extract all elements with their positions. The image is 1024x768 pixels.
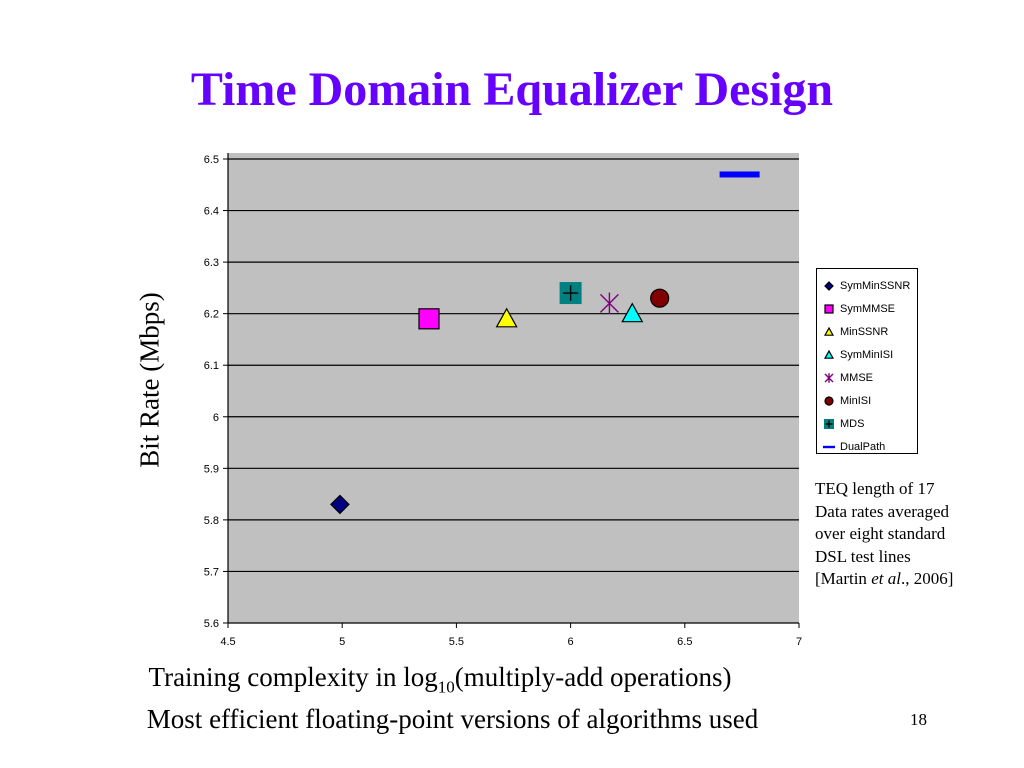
footnote: Most efficient floating-point versions o… xyxy=(146,704,759,734)
note-line: Data rates averaged xyxy=(815,501,950,521)
note-line: DSL test lines xyxy=(815,546,911,566)
legend-marker-mmse xyxy=(824,372,834,383)
x-tick-label: 6 xyxy=(568,636,574,648)
y-tick-label: 6.1 xyxy=(204,360,219,372)
axes xyxy=(223,153,800,628)
y-tick-label: 6.3 xyxy=(204,257,219,269)
legend-item: MinSSNR xyxy=(817,320,917,343)
legend-marker xyxy=(823,326,835,336)
legend-marker-dualpath xyxy=(823,445,835,448)
x-tick-label: 5 xyxy=(339,636,345,648)
tick-labels: 5.6 5.7 5.8 5.9 6 6.1 6.2 6.3 6.4 6.5 4.5 5 5.5 6 6.5 7 xyxy=(204,154,802,648)
series-dualpath xyxy=(719,171,760,178)
note-line: over eight standard xyxy=(815,524,946,543)
legend-label: SymMMSE xyxy=(840,302,895,315)
note-citation: [Martin et al., 2006] xyxy=(815,568,1015,591)
y-tick-label: 5.7 xyxy=(204,566,219,578)
series-symmmse xyxy=(418,308,440,330)
data-point-dualpath xyxy=(719,171,760,178)
data-point-symminisi xyxy=(621,302,644,323)
legend-item: MMSE xyxy=(817,366,917,389)
y-tick-label: 5.9 xyxy=(204,463,219,475)
legend: SymMinSSNR SymMMSE MinSSNR SymMinISI MMSE Min… xyxy=(816,268,918,454)
citation-suffix: ., 2006] xyxy=(900,569,954,588)
data-point-mds-cross xyxy=(562,285,579,301)
series-mds xyxy=(559,282,582,305)
page-number: 18 xyxy=(910,710,927,729)
data-point-minssnr xyxy=(495,307,518,328)
citation-prefix: [Martin xyxy=(815,569,872,588)
legend-item: SymMMSE xyxy=(817,297,917,320)
legend-item: MDS xyxy=(817,412,917,435)
legend-marker-minssnr xyxy=(823,326,835,336)
y-tick-label: 6 xyxy=(213,412,219,424)
y-tick-label: 5.8 xyxy=(204,515,219,527)
data-point-symminssnr xyxy=(330,494,350,515)
annotation-note: TEQ length of 17 Data rates averaged ove… xyxy=(815,478,1015,591)
legend-item: SymMinSSNR xyxy=(817,274,917,297)
legend-marker xyxy=(824,418,834,429)
grid-lines xyxy=(228,158,799,573)
y-tick-label: 6.5 xyxy=(204,154,219,166)
legend-marker xyxy=(823,349,835,359)
series-mmse xyxy=(599,292,619,315)
y-tick-label: 6.2 xyxy=(204,309,219,321)
plot-area xyxy=(228,153,799,623)
data-point-symmmse xyxy=(418,308,440,330)
x-tick-label: 5.5 xyxy=(449,636,464,648)
legend-label: MDS xyxy=(840,417,865,430)
legend-label: SymMinSSNR xyxy=(840,279,911,292)
legend-marker-minisi xyxy=(824,395,834,406)
data-points xyxy=(330,171,760,515)
legend-marker-symminisi xyxy=(823,349,835,359)
legend-marker xyxy=(824,372,834,383)
legend-item: DualPath xyxy=(817,435,917,458)
data-point-minisi xyxy=(650,288,670,308)
data-point-mmse xyxy=(599,292,619,315)
x-tick-label: 6.5 xyxy=(677,636,692,648)
x-tick-label: 7 xyxy=(796,636,802,648)
x-axis-label: Training complexity in log10(multiply-ad… xyxy=(0,662,880,697)
legend-label: MinSSNR xyxy=(840,325,889,338)
note-line: TEQ length of 17 xyxy=(815,479,935,498)
legend-marker xyxy=(824,395,834,406)
legend-marker xyxy=(823,445,835,448)
series-minssnr xyxy=(495,307,518,328)
legend-label: MinISI xyxy=(840,394,872,407)
legend-label: MMSE xyxy=(840,371,873,384)
x-axis-label-rest: (multiply-add operations) xyxy=(454,662,732,692)
legend-marker xyxy=(824,280,834,291)
slide-title: Time Domain Equalizer Design xyxy=(190,63,834,116)
x-axis-label-subscript: 10 xyxy=(437,677,455,697)
legend-marker-symmmse xyxy=(824,303,834,314)
x-axis-label-main: Training complexity in log xyxy=(148,662,438,692)
legend-label: DualPath xyxy=(840,440,886,453)
legend-marker-symminssnr xyxy=(824,280,834,291)
y-tick-label: 5.6 xyxy=(204,618,219,630)
series-symminisi xyxy=(621,302,644,323)
series-minisi xyxy=(650,288,670,308)
y-tick-label: 6.4 xyxy=(204,206,219,218)
legend-label: SymMinISI xyxy=(840,348,894,361)
legend-marker-mds-cross xyxy=(825,420,833,427)
legend-item: SymMinISI xyxy=(817,343,917,366)
legend-marker xyxy=(824,303,834,314)
citation-italic: et al xyxy=(871,569,901,588)
legend-item: MinISI xyxy=(817,389,917,412)
x-tick-label: 4.5 xyxy=(220,636,235,648)
series-symminssnr xyxy=(330,494,350,515)
